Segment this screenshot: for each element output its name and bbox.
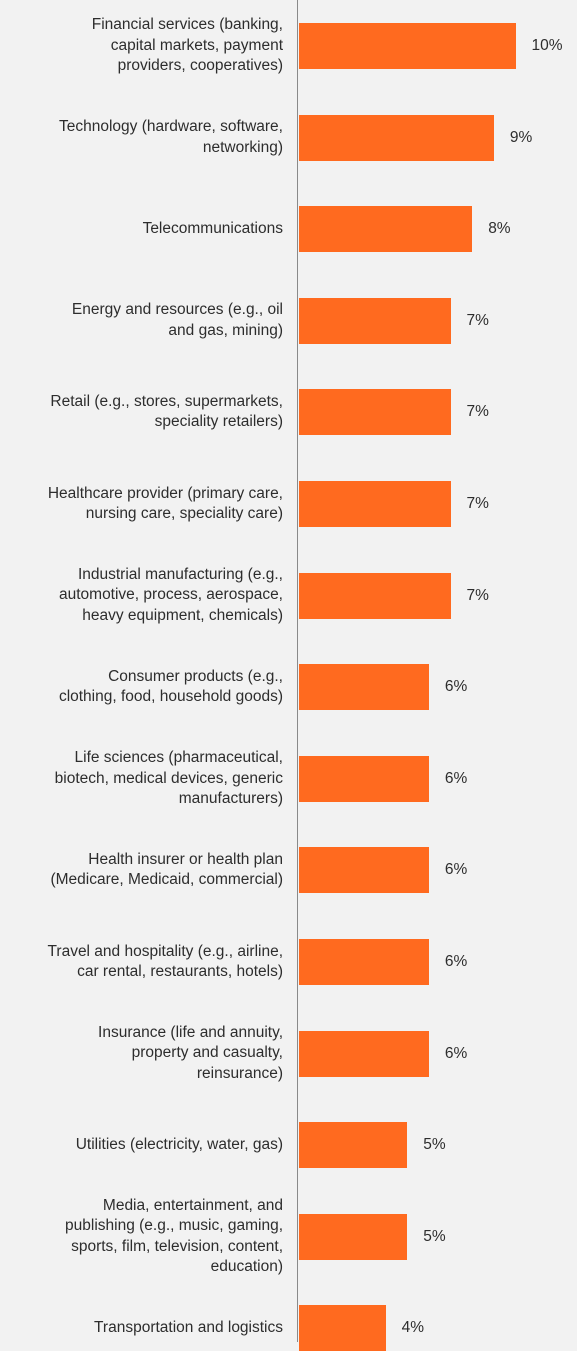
value-label: 9%	[509, 128, 533, 146]
value-label: 10%	[531, 37, 563, 54]
bar	[299, 847, 429, 894]
category-label: Health insurer or health plan (Medicare,…	[50, 850, 283, 889]
value-label: 7%	[466, 586, 489, 604]
value-label: 6%	[444, 769, 468, 787]
value-label: 6%	[444, 1044, 468, 1062]
value-label: 5%	[423, 1136, 446, 1154]
value-label: 6%	[444, 861, 468, 879]
value-label: 5%	[423, 1227, 446, 1245]
bar	[299, 939, 429, 985]
category-label: Life sciences (pharmaceutical, biotech, …	[54, 749, 283, 808]
category-label: Insurance (life and annuity, property an…	[98, 1023, 283, 1082]
category-label: Retail (e.g., stores, supermarkets, spec…	[50, 392, 283, 431]
category-label: Media, entertainment, and publishing (e.…	[65, 1196, 283, 1276]
category-label: Telecommunications	[142, 219, 283, 237]
category-label: Transportation and logistics	[94, 1319, 283, 1337]
value-label: 7%	[466, 403, 489, 421]
value-label: 6%	[444, 953, 468, 970]
value-label: 8%	[488, 220, 511, 238]
value-label: 4%	[401, 1319, 424, 1337]
category-label: Utilities (electricity, water, gas)	[75, 1135, 283, 1153]
bar	[299, 206, 473, 253]
category-label: Consumer products (e.g., clothing, food,…	[58, 667, 283, 706]
category-axis-line	[297, 0, 298, 1342]
value-label: 7%	[466, 311, 489, 329]
bar	[299, 297, 451, 344]
bar	[299, 664, 429, 711]
bar	[299, 481, 451, 527]
bar	[299, 1122, 408, 1169]
category-label: Healthcare provider (primary care, nursi…	[47, 484, 283, 523]
bar	[299, 1213, 408, 1260]
bar	[299, 755, 429, 802]
category-label: Travel and hospitality (e.g., airline, c…	[47, 942, 283, 981]
bar	[299, 572, 451, 619]
bar	[299, 1030, 429, 1077]
bar	[299, 389, 451, 436]
category-label: Energy and resources (e.g., oil and gas,…	[71, 301, 283, 339]
bar	[299, 23, 516, 69]
category-label: Industrial manufacturing (e.g., automoti…	[58, 565, 283, 624]
value-label: 7%	[466, 495, 489, 512]
value-label: 6%	[444, 678, 468, 696]
category-label: Technology (hardware, software, networki…	[58, 118, 283, 156]
category-label: Financial services (banking, capital mar…	[91, 16, 283, 75]
bar	[299, 114, 494, 161]
bar	[299, 1305, 386, 1351]
